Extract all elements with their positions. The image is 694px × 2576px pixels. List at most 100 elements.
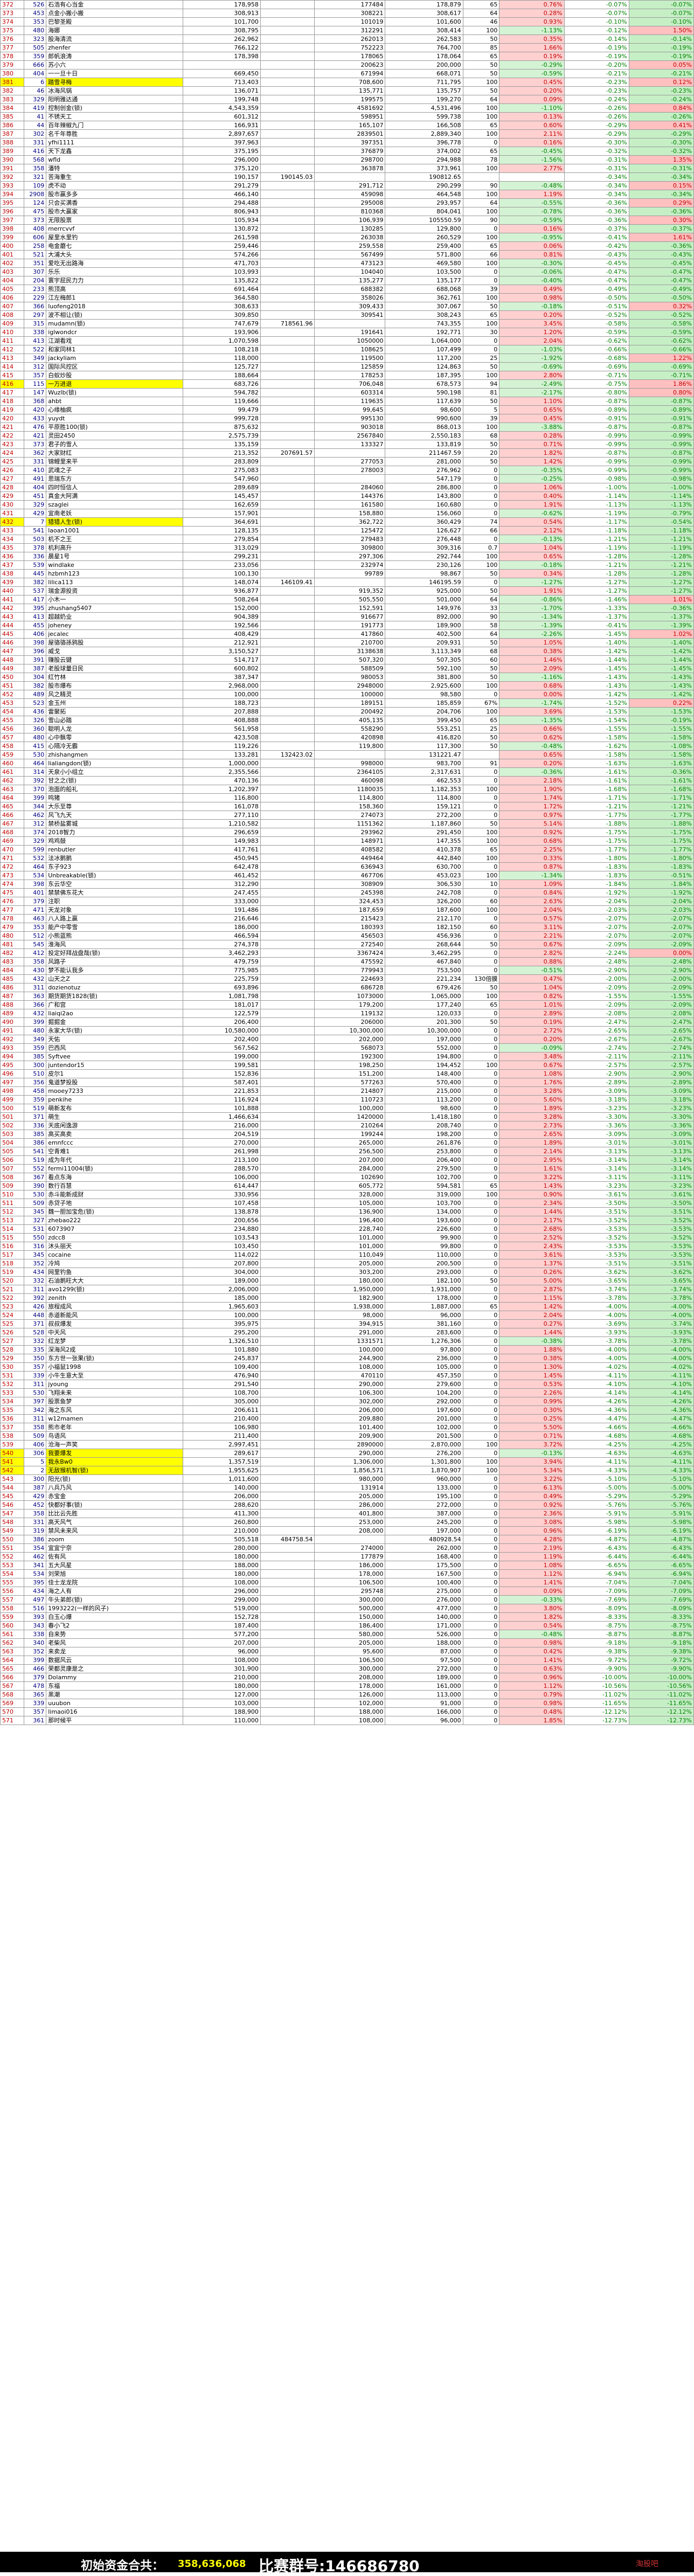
- name-cell: zhishangmen: [46, 750, 183, 759]
- daily-return-cell: 0.57%: [499, 914, 565, 923]
- table-row: 406 229 江左梅郎1 364,580 358026 362,761 100 0.98% -…: [0, 293, 694, 302]
- equity-now-cell: 260,529: [385, 233, 463, 242]
- total-return-cell: -0.14%: [628, 34, 694, 44]
- position-cell: 25: [462, 724, 500, 733]
- period-return-cell: -1.28%: [564, 569, 629, 578]
- equity-prev-cell: 119,666: [182, 397, 261, 406]
- deposit-cell: [260, 34, 315, 44]
- equity-prev-cell: 185,000: [182, 1293, 261, 1303]
- equity-now-cell: 2,317,631: [385, 767, 463, 777]
- equity-prev-cell: 519,000: [182, 1604, 261, 1613]
- total-return-cell: 0.30%: [628, 216, 694, 225]
- equity-mid-cell: 192300: [314, 1052, 386, 1061]
- rank-cell: 531: [0, 1371, 24, 1380]
- deposit-cell: [260, 543, 315, 552]
- table-row: 445 406 jecalec 408,429 417860 402,500 64 -2.26…: [0, 629, 694, 639]
- table-row: 473 534 Unbreakable(锁) 461,452 467706 453,023…: [0, 871, 694, 880]
- position-cell: 0: [462, 1664, 500, 1673]
- name-cell: 沐头丽天: [46, 1242, 183, 1251]
- user-id-cell: 568: [23, 155, 47, 164]
- period-return-cell: -3.09%: [564, 1130, 629, 1139]
- rank-cell: 541: [0, 1457, 24, 1466]
- total-return-cell: -0.47%: [628, 276, 694, 285]
- rank-cell: 442: [0, 604, 24, 613]
- rank-cell: 490: [0, 1017, 24, 1027]
- user-id-cell: 401: [23, 888, 47, 897]
- table-row: 467 312 禁桥盐雾城 1,210,582 1151362 1,187,860 50 5.…: [0, 819, 694, 828]
- equity-now-cell: 206,400: [385, 1155, 463, 1165]
- equity-prev-cell: 642,478: [182, 862, 261, 871]
- table-row: 409 315 mudamn(锁) 747,679 718561.96 743,355 10…: [0, 319, 694, 328]
- equity-prev-cell: 118,000: [182, 354, 261, 363]
- rank-cell: 515: [0, 1233, 24, 1242]
- equity-mid-cell: 278003: [314, 466, 386, 475]
- equity-prev-cell: 312,290: [182, 880, 261, 889]
- deposit-cell: [260, 690, 315, 699]
- equity-prev-cell: 213,100: [182, 1155, 261, 1165]
- user-id-cell: 475: [23, 207, 47, 216]
- period-return-cell: -3.61%: [564, 1190, 629, 1199]
- equity-mid-cell: 1073000: [314, 992, 386, 1001]
- position-cell: 0: [462, 888, 500, 897]
- rank-cell: 414: [0, 362, 24, 371]
- deposit-cell: [260, 207, 315, 216]
- table-row: 517 345 cocaine 114,022 110,049 110,000 0 3.61%…: [0, 1250, 694, 1259]
- deposit-cell: [260, 1474, 315, 1484]
- rank-cell: 558: [0, 1604, 24, 1613]
- equity-mid-cell: 980,000: [314, 1474, 386, 1484]
- table-row: 377 505 zhenfer 766,122 752223 764,700 85 1.66%…: [0, 43, 694, 52]
- deposit-cell: [260, 1509, 315, 1518]
- daily-return-cell: -0.13%: [499, 535, 565, 544]
- rank-cell: 405: [0, 285, 24, 294]
- deposit-cell: [260, 155, 315, 164]
- equity-mid-cell: 106,500: [314, 1656, 386, 1665]
- name-cell: cocaine: [46, 1250, 183, 1259]
- equity-mid-cell: 2839501: [314, 129, 386, 139]
- equity-prev-cell: 186,000: [182, 923, 261, 932]
- equity-mid-cell: 202,000: [314, 1035, 386, 1044]
- total-return-cell: 1.61%: [628, 233, 694, 242]
- daily-return-cell: 1.89%: [499, 1138, 565, 1147]
- equity-prev-cell: 149,983: [182, 836, 261, 846]
- period-return-cell: -1.77%: [564, 845, 629, 854]
- period-return-cell: -2.89%: [564, 1078, 629, 1087]
- equity-mid-cell: 903018: [314, 423, 386, 432]
- equity-mid-cell: 297,306: [314, 552, 386, 561]
- equity-now-cell: 102,000: [385, 1423, 463, 1432]
- rank-cell: 447: [0, 647, 24, 656]
- daily-return-cell: 1.12%: [499, 1569, 565, 1578]
- equity-now-cell: 1,065,000: [385, 992, 463, 1001]
- equity-prev-cell: 136,071: [182, 86, 261, 95]
- total-return-cell: -11.02%: [628, 1690, 694, 1699]
- daily-return-cell: -1.39%: [499, 621, 565, 630]
- position-cell: 0: [462, 1371, 500, 1380]
- equity-prev-cell: 100,000: [182, 690, 261, 699]
- table-row: 515 550 zdcc8 103,543 101,000 99,900 0 2.52% -3.…: [0, 1233, 694, 1242]
- equity-mid-cell: 135,771: [314, 86, 386, 95]
- table-row: 389 416 天下龙鑫 375,195 376879 374,002 65 -0.45% -0…: [0, 147, 694, 156]
- table-row: 454 436 雷聚拓 207,888 200492 204,706 100 3.69% -1.…: [0, 707, 694, 716]
- equity-mid-cell: 100000: [314, 690, 386, 699]
- rank-cell: 535: [0, 1405, 24, 1415]
- deposit-cell: [260, 1009, 315, 1018]
- total-return-cell: -5.00%: [628, 1483, 694, 1492]
- total-return-cell: -2.67%: [628, 1035, 694, 1044]
- table-row: 420 433 yuydt 999,728 995130 990,600 39 0.45% -0…: [0, 414, 694, 423]
- equity-now-cell: 101,600: [385, 17, 463, 26]
- rank-cell: 409: [0, 319, 24, 328]
- user-id-cell: 366: [23, 302, 47, 311]
- equity-now-cell: 190812.65: [385, 172, 463, 182]
- rank-cell: 452: [0, 690, 24, 699]
- total-return-cell: -2.48%: [628, 957, 694, 966]
- table-row: 463 370 泡面的船礼 1,202,397 1180035 1,182,353 100 1…: [0, 785, 694, 794]
- equity-prev-cell: 188,723: [182, 698, 261, 708]
- total-return-cell: -1.42%: [628, 647, 694, 656]
- period-return-cell: -1.37%: [564, 612, 629, 621]
- total-return-cell: 1.01%: [628, 595, 694, 604]
- deposit-cell: [260, 509, 315, 518]
- equity-mid-cell: 200623: [314, 60, 386, 70]
- rank-cell: 426: [0, 466, 24, 475]
- deposit-cell: [260, 966, 315, 975]
- period-return-cell: -0.71%: [564, 371, 629, 380]
- equity-prev-cell: 108,000: [182, 1578, 261, 1587]
